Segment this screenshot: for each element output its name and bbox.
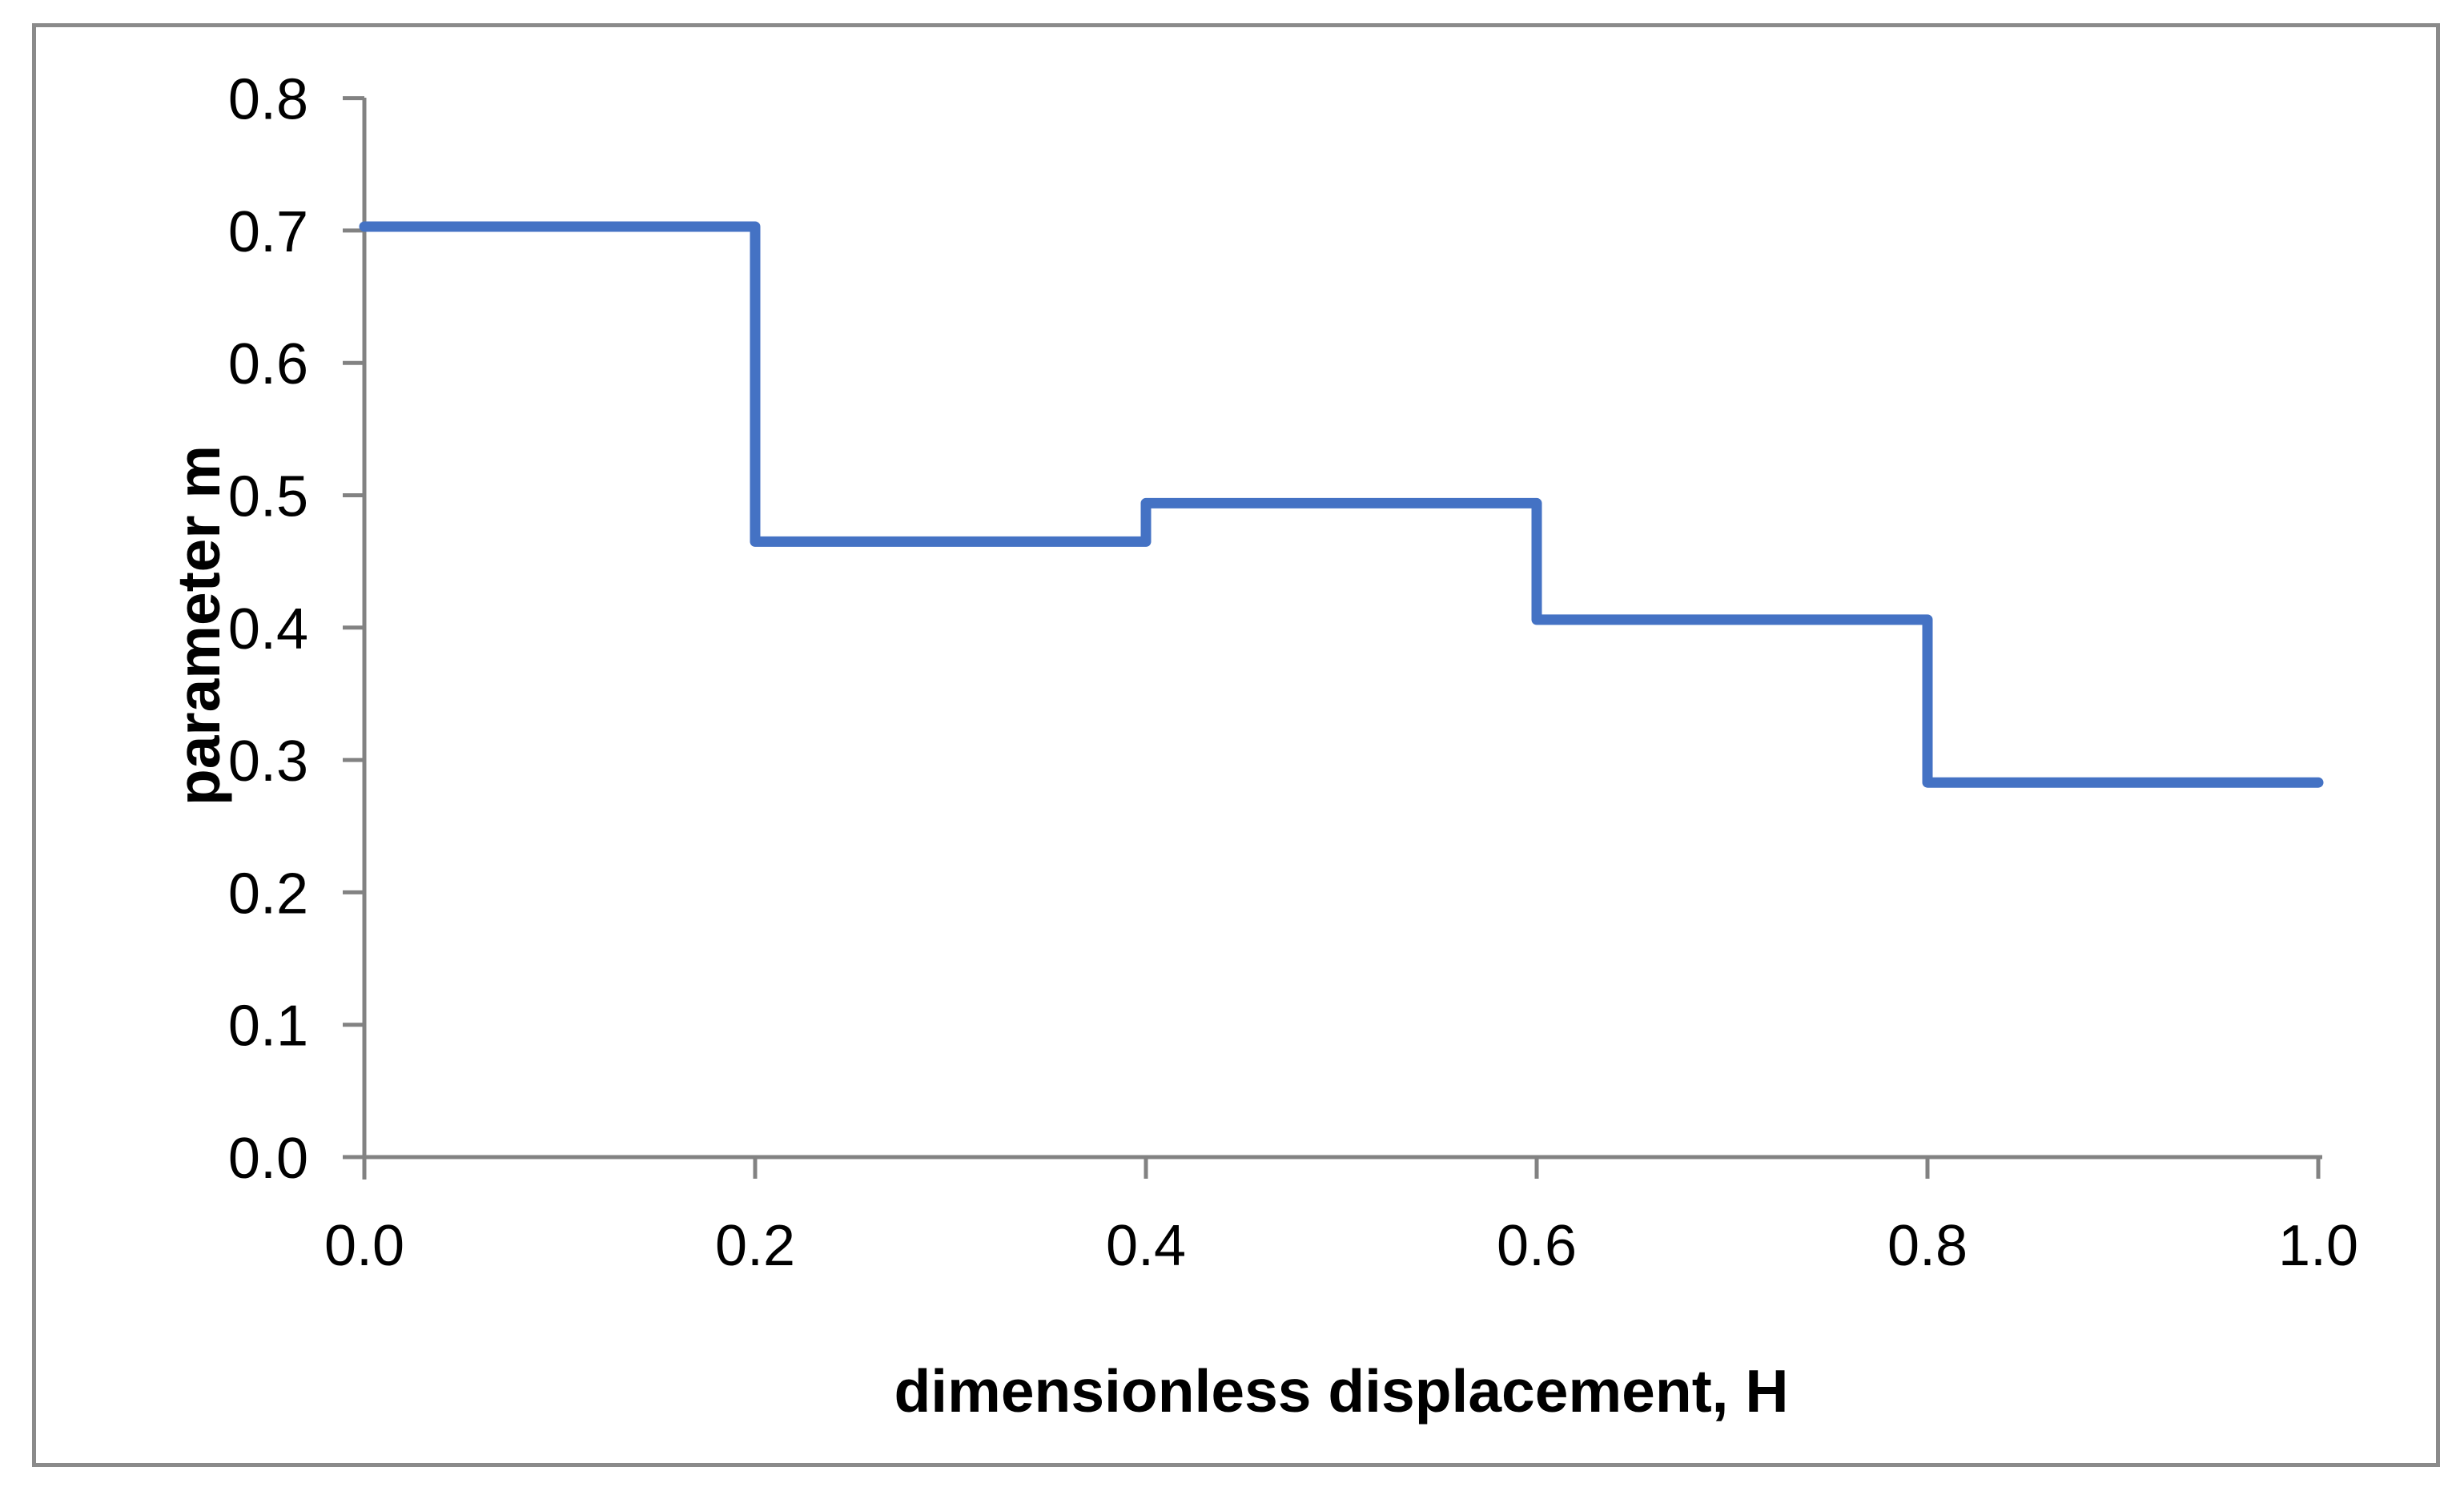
y-tick-label: 0.4: [228, 597, 308, 661]
y-tick-label: 0.0: [228, 1127, 308, 1191]
y-tick-label: 0.1: [228, 995, 308, 1059]
x-axis-title: dimensionless displacement, H: [894, 1357, 1789, 1425]
x-tick-label: 0.0: [324, 1214, 404, 1278]
y-tick-label: 0.7: [228, 200, 308, 264]
data-series-line: [359, 221, 2324, 788]
y-tick-label: 0.3: [228, 729, 308, 794]
x-tick-label: 0.8: [1887, 1214, 1968, 1278]
y-tick-label: 0.5: [228, 465, 308, 529]
x-tick-label: 1.0: [2278, 1214, 2358, 1278]
x-tick-label: 0.2: [715, 1214, 795, 1278]
y-tick-label: 0.2: [228, 862, 308, 926]
figure-border: [32, 23, 2440, 1467]
x-tick-label: 0.6: [1497, 1214, 1577, 1278]
y-tick-label: 0.6: [228, 332, 308, 396]
x-tick-label: 0.4: [1106, 1214, 1186, 1278]
y-axis-title: parameter m: [165, 444, 232, 806]
y-tick-label: 0.8: [228, 68, 308, 132]
